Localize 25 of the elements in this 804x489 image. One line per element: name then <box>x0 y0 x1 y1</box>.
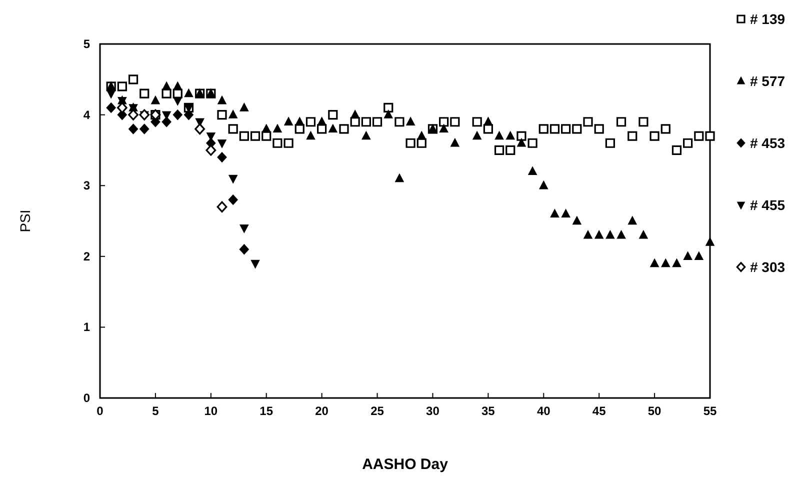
y-axis-title: PSI <box>17 210 33 232</box>
x-tick-label: 40 <box>536 404 551 418</box>
legend-label: # 455 <box>750 197 786 213</box>
x-tick-label: 50 <box>648 404 662 418</box>
y-tick-label: 4 <box>83 108 90 122</box>
x-tick-label: 35 <box>482 404 496 418</box>
x-tick-label: 0 <box>96 404 104 418</box>
x-tick-label: 15 <box>260 404 274 418</box>
y-tick-label: 3 <box>83 178 90 193</box>
x-tick-label: 20 <box>315 404 329 418</box>
x-axis-title: AASHO Day <box>362 456 449 473</box>
legend-label: # 577 <box>750 73 786 89</box>
x-tick-label: 25 <box>370 404 384 418</box>
legend-label: # 303 <box>750 259 786 275</box>
y-tick-label: 5 <box>83 37 90 51</box>
x-tick-label: 55 <box>703 404 717 418</box>
legend-label: # 453 <box>750 135 786 151</box>
x-tick-label: 5 <box>152 404 160 418</box>
x-tick-label: 10 <box>204 404 218 418</box>
y-tick-label: 0 <box>83 391 90 405</box>
x-tick-label: 30 <box>426 404 440 418</box>
y-tick-label: 2 <box>83 249 90 264</box>
legend-label: # 139 <box>750 11 786 27</box>
x-tick-label: 45 <box>592 404 606 418</box>
y-tick-label: 1 <box>83 320 90 334</box>
